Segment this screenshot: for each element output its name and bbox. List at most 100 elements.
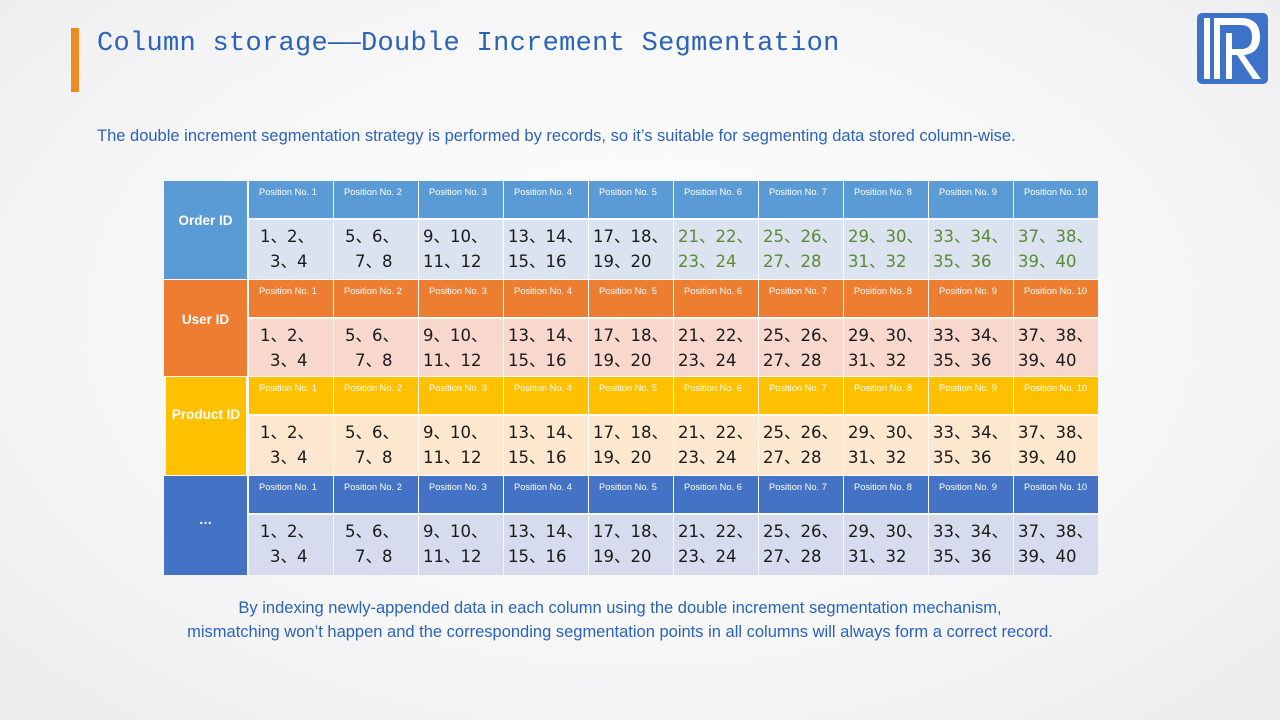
segment-records-line-1: 21、22、 xyxy=(678,522,753,541)
segment-cell: 21、22、 23、24 xyxy=(674,319,758,376)
segment-records-line-1: 9、10、 xyxy=(423,423,488,442)
segment-records-line-2: 19、20 xyxy=(593,351,652,370)
segment-cell: 13、14、 15、16 xyxy=(504,515,588,575)
segment-records-line-2: 19、20 xyxy=(593,252,652,271)
segment-cell: 13、14、 15、16 xyxy=(504,319,588,376)
position-header: Position No. 9 xyxy=(929,280,1013,317)
position-header: Position No. 1 xyxy=(249,181,333,218)
segment-cell: 29、30、 31、32 xyxy=(844,515,928,575)
segment-cell: 9、10、 11、12 xyxy=(419,515,503,575)
segment-records-line-1: 33、34、 xyxy=(933,326,1008,345)
segment-cell: 33、34、 35、36 xyxy=(929,319,1013,376)
segment-records-line-2: 11、12 xyxy=(423,351,482,370)
segment-records-line-2: 23、24 xyxy=(678,252,737,271)
segment-records-line-1: 1、2、 xyxy=(260,326,314,345)
position-header: Position No. 2 xyxy=(334,476,418,513)
segment-records-line-1: 17、18、 xyxy=(593,326,668,345)
position-header: Position No. 7 xyxy=(759,280,843,317)
segment-cell: 5、6、 7、8 xyxy=(334,319,418,376)
segment-records-line-2: 3、4 xyxy=(270,547,308,566)
position-header: Position No. 5 xyxy=(589,377,673,414)
segment-records-line-2: 23、24 xyxy=(678,351,737,370)
segment-records-line-1: 29、30、 xyxy=(848,423,923,442)
column-group: User ID Position No. 1 1、2、 3、4 Position No.… xyxy=(164,280,1100,376)
position-header: Position No. 10 xyxy=(1014,377,1098,414)
segment-records-line-1: 33、34、 xyxy=(933,227,1008,246)
segment-records-line-1: 9、10、 xyxy=(423,227,488,246)
segment-records-line-1: 33、34、 xyxy=(933,522,1008,541)
segment-records-line-1: 1、2、 xyxy=(260,423,314,442)
footer-line-2: mismatching won’t happen and the corresp… xyxy=(187,623,1053,641)
segment-records-line-2: 11、12 xyxy=(423,448,482,467)
segment-cell: 33、34、 35、36 xyxy=(929,515,1013,575)
segment-records-line-2: 7、8 xyxy=(355,448,393,467)
position-header: Position No. 9 xyxy=(929,377,1013,414)
segment-cell: 25、26、 27、28 xyxy=(759,515,843,575)
segment-cell: 33、34、 35、36 xyxy=(929,416,1013,475)
segment-records-line-2: 27、28 xyxy=(763,351,822,370)
segment-records-line-2: 7、8 xyxy=(355,252,393,271)
column-group: Order ID Position No. 1 1、2、 3、4 Position No… xyxy=(164,181,1100,279)
position-header: Position No. 4 xyxy=(504,280,588,317)
segment-cell: 17、18、 19、20 xyxy=(589,515,673,575)
segment-records-line-2: 31、32 xyxy=(848,252,907,271)
segment-cell: 21、22、 23、24 xyxy=(674,220,758,279)
segment-records-line-1: 17、18、 xyxy=(593,423,668,442)
footer-line-1: By indexing newly-appended data in each … xyxy=(238,599,1002,617)
segment-cell: 29、30、 31、32 xyxy=(844,416,928,475)
segment-cell: 9、10、 11、12 xyxy=(419,220,503,279)
segment-cell: 1、2、 3、4 xyxy=(249,319,333,376)
segment-cell: 25、26、 27、28 xyxy=(759,416,843,475)
position-header: Position No. 10 xyxy=(1014,476,1098,513)
segment-cell: 25、26、 27、28 xyxy=(759,319,843,376)
position-header: Position No. 3 xyxy=(419,181,503,218)
segment-records-line-1: 29、30、 xyxy=(848,522,923,541)
position-header: Position No. 6 xyxy=(674,181,758,218)
segment-cell: 37、38、 39、40 xyxy=(1014,220,1098,279)
position-header: Position No. 4 xyxy=(504,476,588,513)
segment-records-line-1: 37、38、 xyxy=(1018,522,1093,541)
position-header: Position No. 4 xyxy=(504,181,588,218)
segment-records-line-2: 39、40 xyxy=(1018,252,1077,271)
column-storage-grid: Order ID Position No. 1 1、2、 3、4 Position No… xyxy=(164,181,1100,575)
segment-records-line-2: 19、20 xyxy=(593,448,652,467)
column-group: Product ID Position No. 1 1、2、 3、4 Position … xyxy=(164,377,1100,475)
segment-records-line-1: 25、26、 xyxy=(763,423,838,442)
segment-records-line-1: 17、18、 xyxy=(593,227,668,246)
segment-records-line-2: 11、12 xyxy=(423,547,482,566)
position-header: Position No. 9 xyxy=(929,476,1013,513)
segment-records-line-2: 23、24 xyxy=(678,448,737,467)
column-label: Order ID xyxy=(164,181,247,279)
position-header: Position No. 6 xyxy=(674,280,758,317)
segment-records-line-1: 21、22、 xyxy=(678,326,753,345)
segment-cell: 1、2、 3、4 xyxy=(249,515,333,575)
segment-cell: 9、10、 11、12 xyxy=(419,416,503,475)
segment-cell: 5、6、 7、8 xyxy=(334,220,418,279)
title-accent-bar xyxy=(71,28,79,92)
segment-cell: 37、38、 39、40 xyxy=(1014,319,1098,376)
segment-cell: 17、18、 19、20 xyxy=(589,220,673,279)
segment-records-line-2: 7、8 xyxy=(355,547,393,566)
segment-cell: 5、6、 7、8 xyxy=(334,416,418,475)
segment-records-line-1: 33、34、 xyxy=(933,423,1008,442)
segment-records-line-2: 35、36 xyxy=(933,547,992,566)
position-header: Position No. 2 xyxy=(334,181,418,218)
position-header: Position No. 5 xyxy=(589,476,673,513)
segment-cell: 13、14、 15、16 xyxy=(504,416,588,475)
segment-cell: 37、38、 39、40 xyxy=(1014,515,1098,575)
position-header: Position No. 5 xyxy=(589,181,673,218)
segment-records-line-1: 37、38、 xyxy=(1018,326,1093,345)
column-group: … Position No. 1 1、2、 3、4 Position No. 2 5、6、… xyxy=(164,476,1100,575)
segment-records-line-2: 39、40 xyxy=(1018,547,1077,566)
segment-cell: 17、18、 19、20 xyxy=(589,319,673,376)
segment-records-line-2: 27、28 xyxy=(763,547,822,566)
position-header: Position No. 8 xyxy=(844,377,928,414)
segment-cell: 29、30、 31、32 xyxy=(844,220,928,279)
segment-records-line-2: 27、28 xyxy=(763,448,822,467)
segment-records-line-2: 31、32 xyxy=(848,351,907,370)
position-header: Position No. 3 xyxy=(419,377,503,414)
position-header: Position No. 1 xyxy=(249,377,333,414)
segment-records-line-1: 17、18、 xyxy=(593,522,668,541)
segment-records-line-1: 1、2、 xyxy=(260,522,314,541)
position-header: Position No. 6 xyxy=(674,476,758,513)
